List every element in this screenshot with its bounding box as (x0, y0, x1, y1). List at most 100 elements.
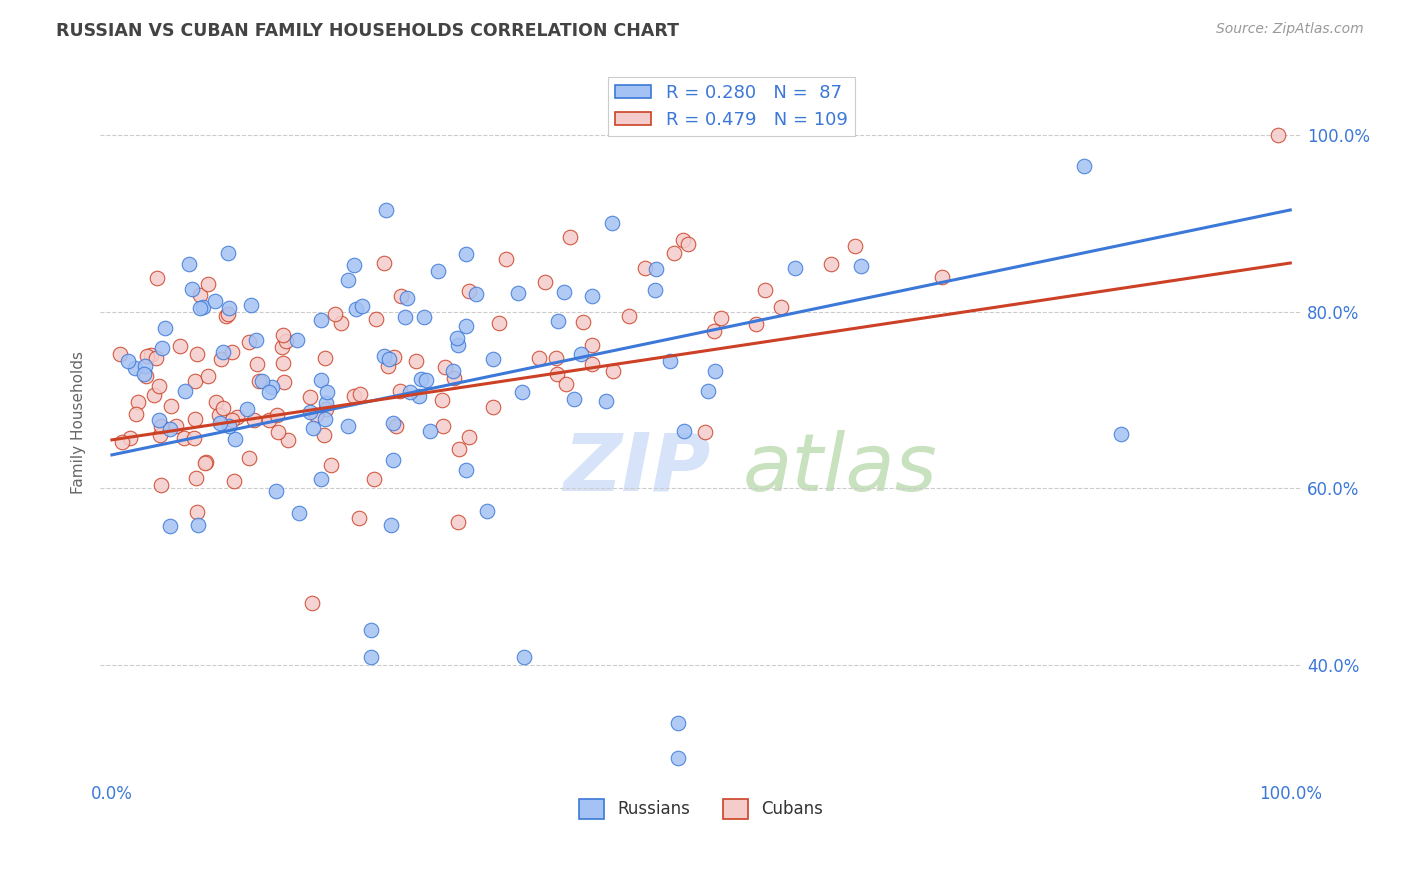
Point (110, 346, 132, 360)
Point (644, 283, 666, 297)
Point (159, 399, 181, 413)
Point (770, 300, 793, 314)
Point (135, 369, 157, 384)
Point (150, 341, 173, 355)
Point (413, 310, 436, 324)
Point (1267, 128, 1289, 142)
Point (527, 351, 550, 365)
Point (415, 373, 437, 387)
Point (380, 517, 402, 532)
Point (188, 301, 211, 315)
Point (312, 427, 335, 442)
Point (676, 236, 699, 251)
Point (288, 506, 311, 520)
Point (659, 354, 682, 368)
Point (191, 300, 214, 314)
Text: atlas: atlas (744, 430, 938, 508)
Point (177, 257, 200, 271)
Point (187, 518, 209, 533)
Point (581, 338, 603, 352)
Point (446, 330, 468, 344)
Point (174, 384, 197, 398)
Point (375, 203, 398, 218)
Point (159, 422, 181, 436)
Point (488, 317, 510, 331)
Point (581, 357, 603, 371)
Point (385, 419, 408, 434)
Point (600, 215, 623, 229)
Point (315, 402, 337, 417)
Point (271, 340, 294, 354)
Point (169, 339, 191, 353)
Point (434, 360, 457, 375)
Point (124, 361, 146, 376)
Point (125, 407, 148, 421)
Y-axis label: Family Households: Family Households (72, 351, 86, 493)
Point (205, 395, 228, 409)
Point (634, 261, 657, 276)
Point (931, 270, 953, 285)
Point (221, 345, 243, 359)
Point (337, 273, 360, 287)
Point (783, 260, 806, 275)
Point (149, 428, 172, 442)
Point (454, 463, 477, 477)
Point (595, 394, 617, 409)
Point (1073, 159, 1095, 173)
Point (337, 419, 360, 434)
Point (211, 345, 233, 359)
Point (186, 347, 208, 361)
Point (316, 385, 339, 400)
Point (148, 413, 170, 427)
Point (465, 287, 488, 301)
Point (645, 261, 668, 276)
Point (617, 309, 640, 323)
Point (411, 372, 433, 386)
Point (662, 245, 685, 260)
Point (117, 353, 139, 368)
Point (298, 405, 321, 419)
Point (257, 385, 280, 400)
Point (671, 233, 693, 247)
Point (277, 433, 299, 447)
Point (218, 418, 240, 433)
Point (820, 257, 842, 271)
Point (569, 347, 592, 361)
Point (173, 431, 195, 445)
Point (186, 505, 208, 519)
Point (309, 374, 332, 388)
Point (134, 367, 156, 381)
Point (314, 411, 336, 425)
Point (347, 510, 370, 524)
Point (695, 425, 717, 439)
Point (709, 310, 731, 325)
Point (344, 302, 367, 317)
Point (475, 503, 498, 517)
Point (363, 472, 385, 486)
Point (506, 286, 529, 301)
Point (195, 455, 218, 469)
Point (673, 424, 696, 438)
Point (364, 312, 387, 326)
Point (208, 408, 231, 422)
Point (325, 308, 347, 322)
Point (419, 424, 441, 438)
Point (145, 351, 167, 365)
Point (666, 715, 689, 730)
Point (299, 390, 322, 404)
Point (159, 519, 181, 533)
Point (250, 374, 273, 388)
Point (457, 285, 479, 299)
Point (273, 328, 295, 343)
Point (350, 299, 373, 313)
Point (389, 384, 412, 398)
Point (238, 335, 260, 350)
Point (309, 472, 332, 486)
Point (405, 354, 427, 368)
Point (239, 298, 262, 312)
Point (221, 412, 243, 426)
Point (849, 259, 872, 273)
Point (513, 649, 536, 664)
Point (395, 291, 418, 305)
Point (146, 271, 169, 285)
